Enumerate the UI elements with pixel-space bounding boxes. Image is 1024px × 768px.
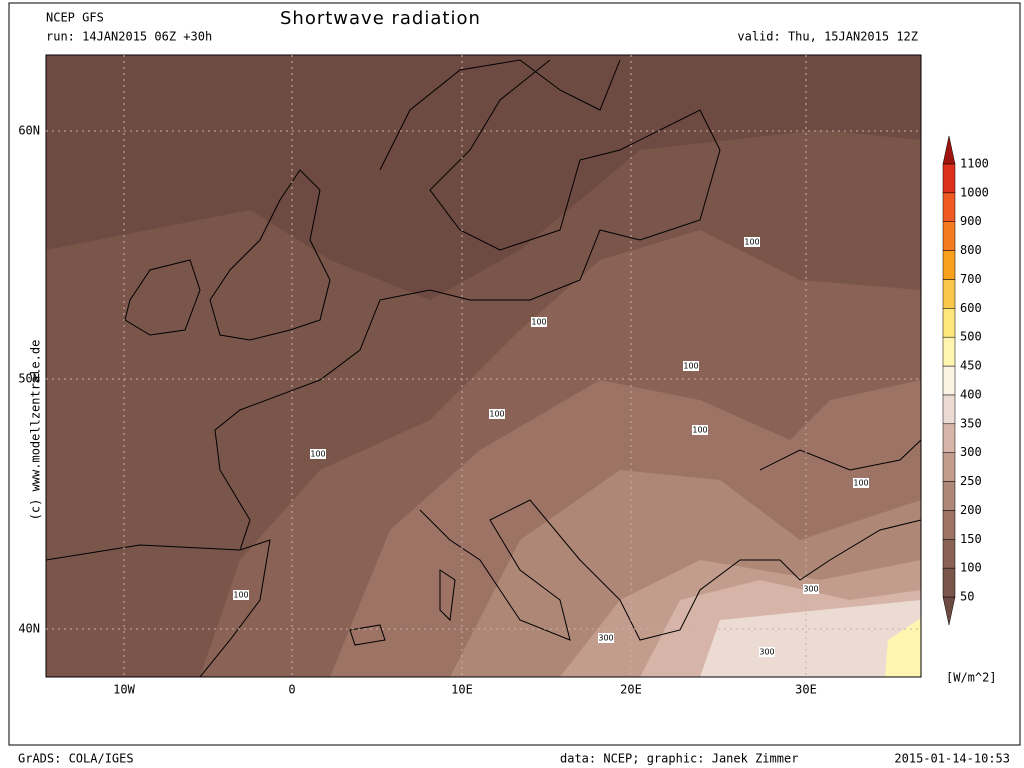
colorbar-label: 250 [960, 474, 982, 488]
coastline [379, 59, 621, 171]
colorbar-band [942, 279, 956, 309]
lon-label: 10W [113, 683, 135, 697]
colorbar-label: 150 [960, 532, 982, 546]
lon-label: 10E [451, 683, 473, 697]
colorbar-label: 900 [960, 214, 982, 228]
colorbar-band [942, 365, 956, 396]
coastline [214, 59, 721, 551]
colorbar-band [942, 452, 956, 482]
contour-label-box [489, 409, 505, 419]
watermark: (c) www.modellzentrale.de [29, 340, 43, 521]
map-frame [45, 54, 922, 678]
colorbar-band [942, 539, 956, 569]
lon-label: 20E [620, 683, 642, 697]
colorbar-band [942, 221, 956, 251]
contour-label-box [744, 237, 760, 247]
colorbar-label: 450 [960, 359, 982, 373]
colorbar-label: 1100 [960, 156, 989, 170]
colorbar-band [942, 308, 956, 338]
contour-label: 100 [489, 410, 504, 419]
colorbar-unit: [W/m^2] [946, 671, 997, 685]
contour-label: 100 [692, 426, 707, 435]
coastline [419, 499, 921, 641]
page-border [8, 2, 1021, 746]
colorbar-band [942, 163, 956, 194]
lat-label: 50N [18, 372, 40, 386]
colorbar-band [942, 192, 956, 222]
colorbar-label: 600 [960, 301, 982, 315]
contour-label: 100 [683, 362, 698, 371]
colorbar-band [942, 567, 956, 598]
contour-label: 300 [759, 648, 774, 657]
colorbar-label: 50 [960, 590, 974, 604]
contour-label: 100 [744, 238, 759, 247]
lon-label: 0 [288, 683, 295, 697]
coastline [124, 259, 201, 336]
colorbar-band [942, 336, 956, 367]
colorbar-label: 800 [960, 243, 982, 257]
footer-center: data: NCEP; graphic: Janek Zimmer [560, 752, 798, 766]
contour-label: 100 [310, 450, 325, 459]
field [885, 618, 921, 677]
coastline [209, 169, 331, 341]
colorbar-band [942, 250, 956, 280]
contour-label-box [853, 478, 869, 488]
coastline [759, 439, 921, 471]
lon-label: 30E [795, 683, 817, 697]
coastline [46, 539, 271, 677]
contour-label: 100 [531, 318, 546, 327]
colorbar-label: 500 [960, 330, 982, 344]
lat-label: 40N [18, 622, 40, 636]
colorbar-label: 200 [960, 503, 982, 517]
run-label: run: 14JAN2015 06Z +30h [46, 30, 212, 44]
contour-label-box [692, 425, 708, 435]
colorbar-label: 1000 [960, 185, 989, 199]
contour-label-box [233, 590, 249, 600]
colorbar-band [942, 423, 956, 453]
contour-label: 300 [803, 585, 818, 594]
coastline [349, 569, 456, 646]
colorbar-label: 300 [960, 445, 982, 459]
contour-label: 100 [233, 591, 248, 600]
colorbar-label: 700 [960, 272, 982, 286]
title: Shortwave radiation [280, 8, 481, 29]
map-area [46, 55, 921, 677]
contour-label-box [531, 317, 547, 327]
field [700, 600, 921, 677]
colorbar-band [942, 510, 956, 540]
contour-label-box [598, 633, 614, 643]
colorbar-label: 400 [960, 387, 982, 401]
model-label: NCEP GFS [46, 11, 104, 25]
contour-label: 100 [853, 479, 868, 488]
contour-label-box [310, 449, 326, 459]
field [46, 55, 921, 300]
colorbar-label: 100 [960, 561, 982, 575]
valid-label: valid: Thu, 15JAN2015 12Z [737, 30, 918, 44]
footer-left: GrADS: COLA/IGES [18, 752, 134, 766]
contour-label-box [683, 361, 699, 371]
colorbar-arrow [942, 135, 956, 165]
contour-label-box [803, 584, 819, 594]
colorbar-arrow [942, 596, 956, 626]
lat-label: 60N [18, 124, 40, 138]
colorbar-band [942, 394, 956, 425]
contour-label-box [759, 647, 775, 657]
colorbar-label: 350 [960, 416, 982, 430]
contour-label: 300 [598, 634, 613, 643]
footer-right: 2015-01-14-10:53 [894, 752, 1010, 766]
colorbar-band [942, 481, 956, 511]
